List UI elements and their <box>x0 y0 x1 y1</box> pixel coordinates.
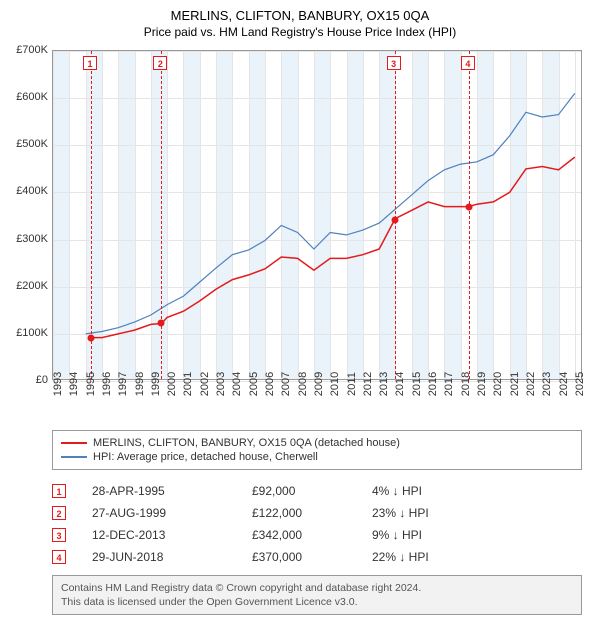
xaxis-label: 2021 <box>509 372 521 396</box>
cell-date: 27-AUG-1999 <box>92 506 252 520</box>
xaxis-label: 2003 <box>215 372 227 396</box>
cell-pct: 4% ↓ HPI <box>372 484 532 498</box>
table-row: 2 27-AUG-1999£122,00023% ↓ HPI <box>52 502 582 524</box>
cell-pct: 9% ↓ HPI <box>372 528 532 542</box>
legend-label: HPI: Average price, detached house, Cher… <box>93 451 318 463</box>
yaxis-label: £600K <box>2 91 48 103</box>
xaxis-label: 2012 <box>362 372 374 396</box>
cell-date: 29-JUN-2018 <box>92 550 252 564</box>
legend-swatch <box>61 456 87 458</box>
cell-price: £342,000 <box>252 528 372 542</box>
chart-lines-svg <box>53 51 581 379</box>
legend-label: MERLINS, CLIFTON, BANBURY, OX15 0QA (det… <box>93 437 400 449</box>
xaxis-label: 2000 <box>166 372 178 396</box>
xaxis-label: 2010 <box>329 372 341 396</box>
yaxis-label: £400K <box>2 185 48 197</box>
yaxis-label: £700K <box>2 44 48 56</box>
xaxis-label: 1993 <box>52 372 64 396</box>
xaxis-label: 1995 <box>85 372 97 396</box>
xaxis-label: 1994 <box>68 372 80 396</box>
marker-box: 4 <box>52 550 66 564</box>
cell-pct: 22% ↓ HPI <box>372 550 532 564</box>
xaxis-label: 1997 <box>117 372 129 396</box>
xaxis-label: 2007 <box>280 372 292 396</box>
legend-swatch <box>61 442 87 444</box>
marker-dot <box>391 216 398 223</box>
series-hpi-line <box>86 93 575 334</box>
cell-pct: 23% ↓ HPI <box>372 506 532 520</box>
yaxis-label: £200K <box>2 280 48 292</box>
price-chart <box>52 50 582 380</box>
marker-line <box>91 51 92 379</box>
table-row: 1 28-APR-1995£92,0004% ↓ HPI <box>52 480 582 502</box>
cell-price: £122,000 <box>252 506 372 520</box>
xaxis-label: 1996 <box>101 372 113 396</box>
marker-box: 4 <box>461 56 475 70</box>
yaxis-label: £500K <box>2 138 48 150</box>
chart-subtitle: Price paid vs. HM Land Registry's House … <box>0 23 600 39</box>
xaxis-label: 2023 <box>541 372 553 396</box>
chart-legend: MERLINS, CLIFTON, BANBURY, OX15 0QA (det… <box>52 430 582 470</box>
xaxis-label: 2011 <box>346 372 358 396</box>
marker-dot <box>465 203 472 210</box>
xaxis-label: 2019 <box>476 372 488 396</box>
marker-box: 2 <box>153 56 167 70</box>
table-row: 3 12-DEC-2013£342,0009% ↓ HPI <box>52 524 582 546</box>
xaxis-label: 2013 <box>378 372 390 396</box>
chart-title-address: MERLINS, CLIFTON, BANBURY, OX15 0QA <box>0 0 600 23</box>
marker-line <box>469 51 470 379</box>
marker-line <box>161 51 162 379</box>
xaxis-label: 2009 <box>313 372 325 396</box>
footer-line1: Contains HM Land Registry data © Crown c… <box>61 581 573 595</box>
xaxis-label: 2022 <box>525 372 537 396</box>
xaxis-label: 2020 <box>492 372 504 396</box>
xaxis-label: 2017 <box>443 372 455 396</box>
table-row: 4 29-JUN-2018£370,00022% ↓ HPI <box>52 546 582 568</box>
xaxis-label: 2006 <box>264 372 276 396</box>
xaxis-label: 2001 <box>182 372 194 396</box>
yaxis-label: £0 <box>2 374 48 386</box>
transactions-table: 128-APR-1995£92,0004% ↓ HPI227-AUG-1999£… <box>52 480 582 568</box>
marker-box: 1 <box>52 484 66 498</box>
cell-price: £370,000 <box>252 550 372 564</box>
marker-box: 2 <box>52 506 66 520</box>
yaxis-label: £100K <box>2 327 48 339</box>
cell-date: 12-DEC-2013 <box>92 528 252 542</box>
series-property-line <box>91 157 575 338</box>
marker-box: 3 <box>387 56 401 70</box>
xaxis-label: 2002 <box>199 372 211 396</box>
xaxis-label: 2008 <box>297 372 309 396</box>
xaxis-label: 2025 <box>574 372 586 396</box>
attribution-footer: Contains HM Land Registry data © Crown c… <box>52 575 582 615</box>
yaxis-label: £300K <box>2 233 48 245</box>
cell-price: £92,000 <box>252 484 372 498</box>
xaxis-label: 2014 <box>394 372 406 396</box>
legend-item: MERLINS, CLIFTON, BANBURY, OX15 0QA (det… <box>61 436 573 450</box>
marker-line <box>395 51 396 379</box>
xaxis-label: 2004 <box>231 372 243 396</box>
marker-box: 3 <box>52 528 66 542</box>
xaxis-label: 2015 <box>411 372 423 396</box>
xaxis-label: 1998 <box>134 372 146 396</box>
cell-date: 28-APR-1995 <box>92 484 252 498</box>
xaxis-label: 2024 <box>558 372 570 396</box>
xaxis-label: 2016 <box>427 372 439 396</box>
xaxis-label: 2018 <box>460 372 472 396</box>
xaxis-label: 1999 <box>150 372 162 396</box>
marker-dot <box>158 320 165 327</box>
chart-container: MERLINS, CLIFTON, BANBURY, OX15 0QA Pric… <box>0 0 600 620</box>
marker-box: 1 <box>83 56 97 70</box>
xaxis-label: 2005 <box>248 372 260 396</box>
footer-line2: This data is licensed under the Open Gov… <box>61 595 573 609</box>
marker-dot <box>87 334 94 341</box>
legend-item: HPI: Average price, detached house, Cher… <box>61 450 573 464</box>
